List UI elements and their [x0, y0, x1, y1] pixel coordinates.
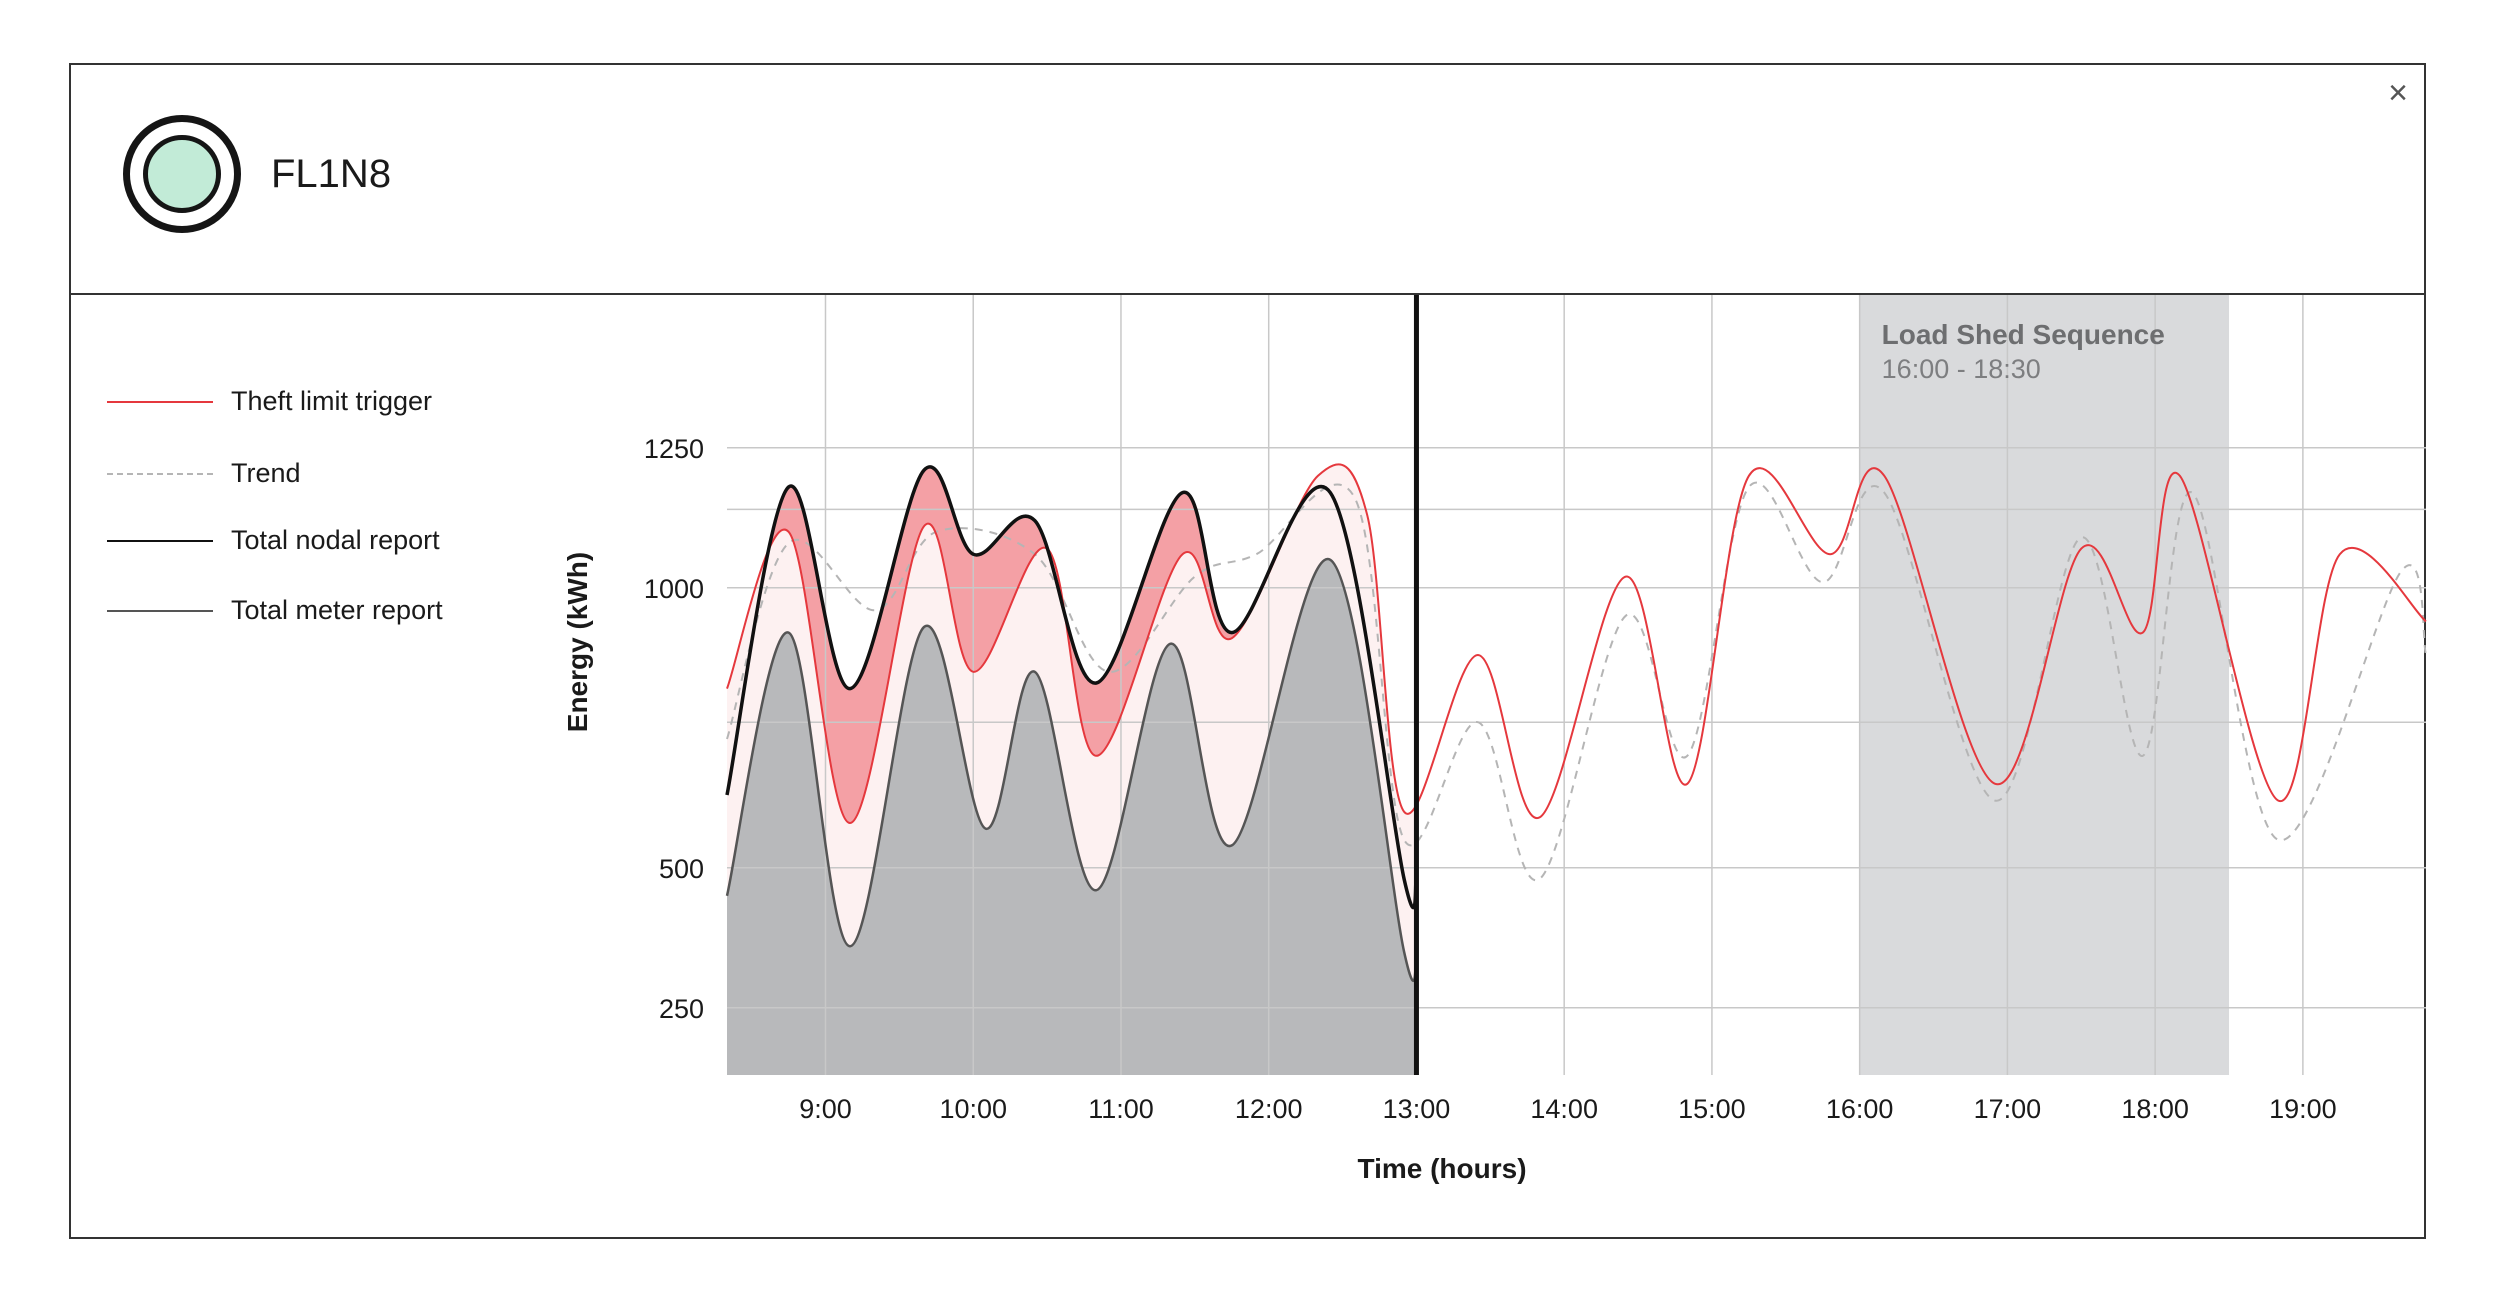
load-shed-time-range: 16:00 - 18:30 [1882, 354, 2041, 384]
y-tick-label: 1000 [644, 574, 704, 604]
close-icon[interactable]: × [2388, 74, 2408, 112]
legend-swatch [107, 610, 213, 612]
y-axis-label: Energy (kWh) [562, 552, 593, 732]
x-tick-label: 14:00 [1530, 1094, 1598, 1124]
legend-label: Theft limit trigger [231, 386, 433, 416]
x-tick-label: 17:00 [1974, 1094, 2042, 1124]
x-tick-label: 15:00 [1678, 1094, 1746, 1124]
series-line-meter [725, 558, 1418, 983]
status-indicator [143, 135, 221, 213]
x-tick-label: 11:00 [1088, 1094, 1154, 1124]
meter-area [727, 559, 1417, 1075]
legend-swatch [107, 401, 213, 403]
legend-item: Trend [107, 453, 527, 493]
x-tick-label: 12:00 [1235, 1094, 1303, 1124]
theft-exceedance-area [727, 464, 1415, 823]
legend-item: Total meter report [107, 590, 527, 630]
legend-label: Trend [231, 458, 301, 488]
legend-label: Total meter report [231, 595, 443, 625]
y-tick-label: 1250 [644, 434, 704, 464]
x-tick-label: 18:00 [2121, 1094, 2189, 1124]
y-tick-label: 250 [659, 994, 704, 1024]
x-tick-label: 16:00 [1826, 1094, 1894, 1124]
node-title: FL1N8 [271, 152, 392, 196]
legend-item: Theft limit trigger [107, 381, 527, 421]
legend-label: Total nodal report [231, 525, 440, 555]
legend-swatch [107, 473, 213, 475]
panel-header: FL1N8 × [71, 65, 2424, 295]
y-tick-label: 500 [659, 854, 704, 884]
series-line-nodal [725, 465, 1419, 910]
x-tick-label: 19:00 [2269, 1094, 2337, 1124]
status-ring-icon [123, 115, 241, 233]
legend-swatch [107, 540, 213, 542]
x-axis-label: Time (hours) [1357, 1153, 1526, 1184]
x-tick-label: 10:00 [939, 1094, 1007, 1124]
series-line-theft-limit [726, 463, 2427, 825]
x-tick-label: 13:00 [1383, 1094, 1451, 1124]
x-tick-label: 9:00 [799, 1094, 852, 1124]
legend-item: Total nodal report [107, 520, 527, 560]
load-shed-region [1859, 295, 2230, 1075]
load-shed-title: Load Shed Sequence [1882, 319, 2165, 350]
